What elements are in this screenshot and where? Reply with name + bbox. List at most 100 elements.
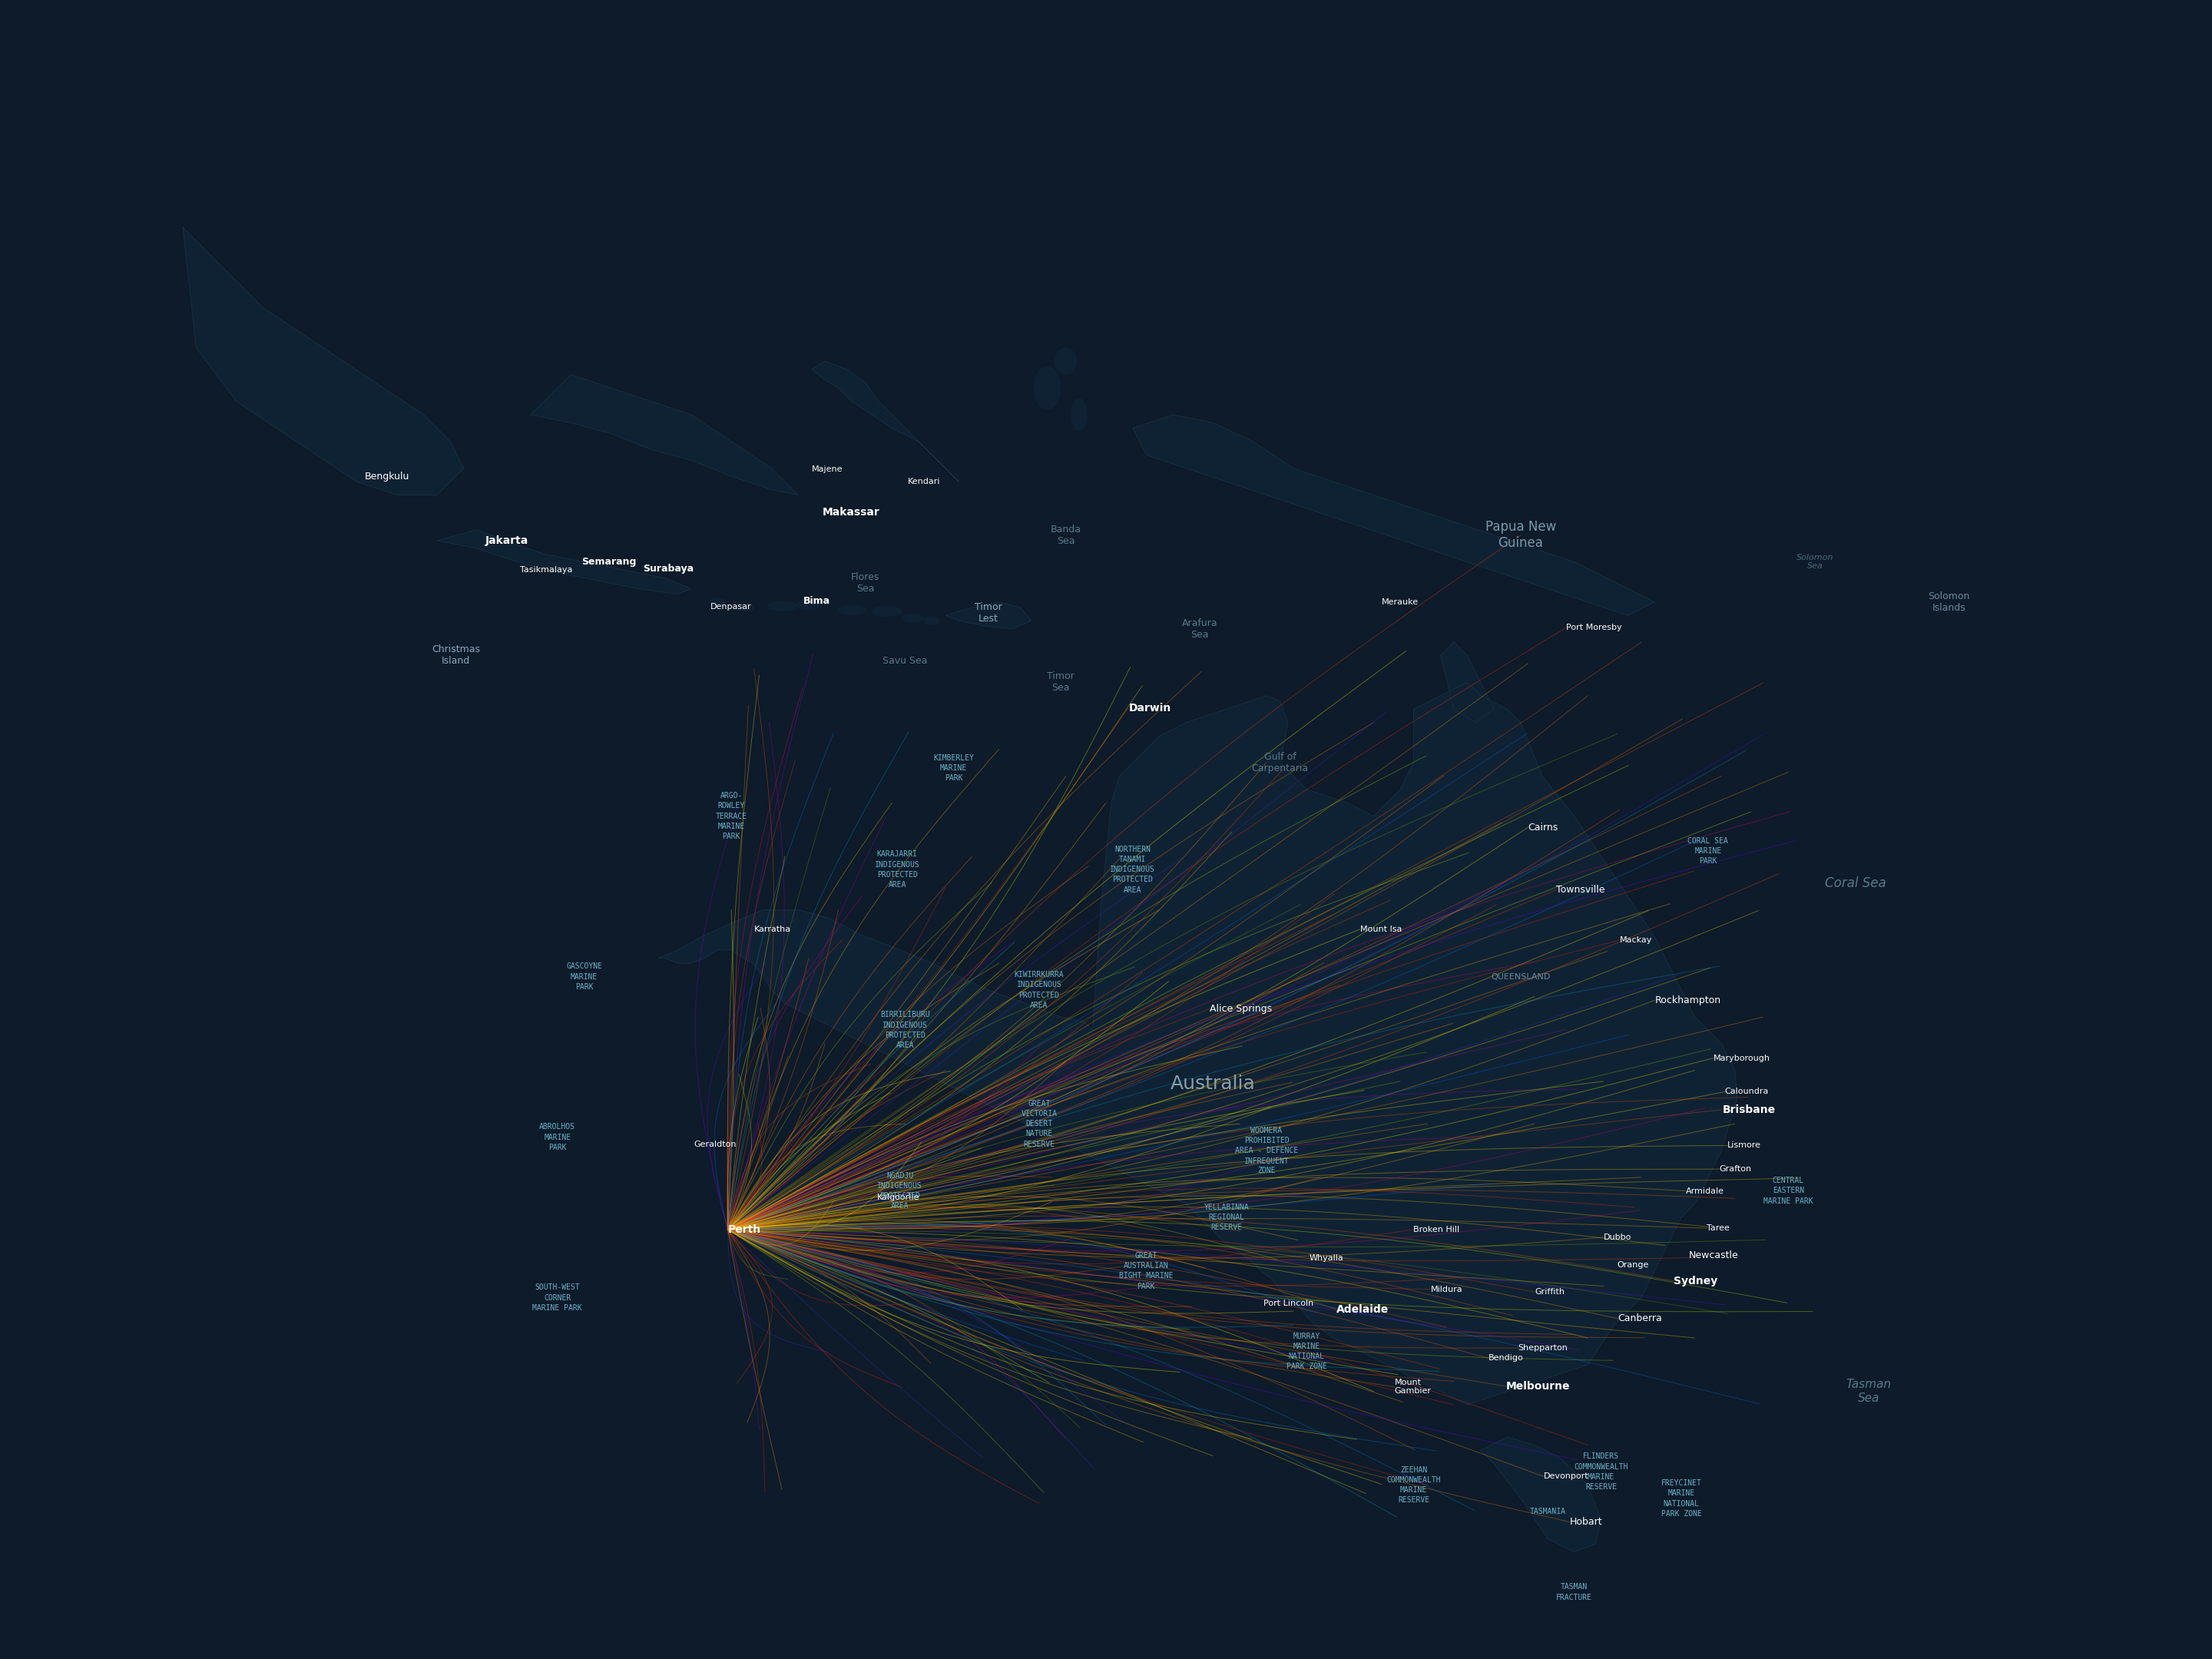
Text: Darwin: Darwin	[1128, 703, 1170, 713]
Text: Flores
Sea: Flores Sea	[852, 572, 880, 594]
Text: Karratha: Karratha	[754, 926, 792, 934]
Text: Lismore: Lismore	[1728, 1141, 1761, 1150]
Polygon shape	[768, 601, 796, 611]
Text: Newcastle: Newcastle	[1688, 1251, 1739, 1261]
Polygon shape	[872, 607, 900, 615]
Polygon shape	[734, 604, 754, 612]
Polygon shape	[438, 529, 690, 594]
Text: Caloundra: Caloundra	[1725, 1088, 1770, 1095]
Text: Shepparton: Shepparton	[1517, 1344, 1568, 1352]
Text: TASMANIA: TASMANIA	[1528, 1508, 1566, 1516]
Text: Surabaya: Surabaya	[644, 564, 695, 574]
Text: GREAT
AUSTRALIAN
BIGHT MARINE
PARK: GREAT AUSTRALIAN BIGHT MARINE PARK	[1119, 1253, 1172, 1291]
Text: KIWIRRKURRA
INDIGENOUS
PROTECTED
AREA: KIWIRRKURRA INDIGENOUS PROTECTED AREA	[1015, 971, 1064, 1009]
Text: ZEEHAN
COMMONWEALTH
MARINE
RESERVE: ZEEHAN COMMONWEALTH MARINE RESERVE	[1387, 1467, 1440, 1505]
Text: Perth: Perth	[728, 1224, 761, 1234]
Text: CENTRAL
EASTERN
MARINE PARK: CENTRAL EASTERN MARINE PARK	[1763, 1176, 1814, 1204]
Polygon shape	[812, 362, 958, 481]
Text: Australia: Australia	[1170, 1075, 1256, 1093]
Text: Taree: Taree	[1708, 1224, 1730, 1233]
Text: GASCOYNE
MARINE
PARK: GASCOYNE MARINE PARK	[566, 962, 602, 990]
Text: Melbourne: Melbourne	[1506, 1380, 1571, 1392]
Text: Alice Springs: Alice Springs	[1210, 1004, 1272, 1014]
Text: Armidale: Armidale	[1686, 1188, 1723, 1194]
Polygon shape	[1033, 367, 1060, 410]
Text: Mildura: Mildura	[1431, 1286, 1462, 1292]
Text: FREYCINET
MARINE
NATIONAL
PARK ZONE: FREYCINET MARINE NATIONAL PARK ZONE	[1661, 1480, 1701, 1518]
Text: Timor
Sea: Timor Sea	[1046, 672, 1075, 693]
Polygon shape	[184, 227, 465, 494]
Text: NORTHERN
TANAMI
INDIGENOUS
PROTECTED
AREA: NORTHERN TANAMI INDIGENOUS PROTECTED ARE…	[1110, 846, 1155, 894]
Polygon shape	[451, 647, 460, 659]
Text: SOUTH-WEST
CORNER
MARINE PARK: SOUTH-WEST CORNER MARINE PARK	[533, 1284, 582, 1312]
Text: Denpasar: Denpasar	[710, 602, 752, 611]
Text: Tasman
Sea: Tasman Sea	[1847, 1379, 1891, 1404]
Text: Grafton: Grafton	[1719, 1165, 1752, 1173]
Text: Banda
Sea: Banda Sea	[1051, 524, 1082, 546]
Polygon shape	[710, 597, 726, 606]
Text: Makassar: Makassar	[823, 506, 880, 518]
Text: Solomon
Islands: Solomon Islands	[1929, 591, 1969, 612]
Polygon shape	[659, 682, 1736, 1405]
Text: Savu Sea: Savu Sea	[883, 655, 927, 665]
Polygon shape	[945, 602, 1031, 629]
Text: Mackay: Mackay	[1619, 936, 1652, 944]
Polygon shape	[796, 601, 821, 609]
Polygon shape	[902, 614, 925, 622]
Text: Kalgoorlie: Kalgoorlie	[878, 1193, 920, 1201]
Text: Bengkulu: Bengkulu	[365, 471, 409, 481]
Text: Sydney: Sydney	[1674, 1276, 1717, 1286]
Text: Papua New
Guinea: Papua New Guinea	[1484, 521, 1557, 551]
Text: Timor
Lest: Timor Lest	[975, 602, 1002, 624]
Text: CORAL SEA
MARINE
PARK: CORAL SEA MARINE PARK	[1688, 836, 1728, 864]
Text: Gulf of
Carpentaria: Gulf of Carpentaria	[1252, 752, 1307, 773]
Text: WOOMERA
PROHIBITED
AREA - DEFENCE
INFREQUENT
ZONE: WOOMERA PROHIBITED AREA - DEFENCE INFREQ…	[1234, 1126, 1298, 1175]
Text: Semarang: Semarang	[582, 557, 637, 567]
Text: Majene: Majene	[812, 466, 843, 473]
Text: Rockhampton: Rockhampton	[1655, 995, 1721, 1005]
Text: Canberra: Canberra	[1617, 1314, 1661, 1324]
Text: Townsville: Townsville	[1555, 884, 1606, 894]
Text: Port Moresby: Port Moresby	[1566, 624, 1621, 632]
Text: BIRRILIBURU
INDIGENOUS
PROTECTED
AREA: BIRRILIBURU INDIGENOUS PROTECTED AREA	[880, 1010, 929, 1048]
Text: Coral Sea: Coral Sea	[1825, 876, 1887, 889]
Text: Dubbo: Dubbo	[1604, 1233, 1632, 1241]
Polygon shape	[531, 375, 799, 494]
Text: ABROLHOS
MARINE
PARK: ABROLHOS MARINE PARK	[540, 1123, 575, 1151]
Text: Kendari: Kendari	[907, 478, 940, 486]
Text: NGADJU
INDIGENOUS
PROTECTED
AREA: NGADJU INDIGENOUS PROTECTED AREA	[878, 1171, 922, 1209]
Text: ARGO-
ROWLEY
TERRACE
MARINE
PARK: ARGO- ROWLEY TERRACE MARINE PARK	[717, 791, 748, 839]
Text: Whyalla: Whyalla	[1310, 1254, 1343, 1262]
Text: Griffith: Griffith	[1535, 1289, 1566, 1296]
Text: Jakarta: Jakarta	[484, 536, 529, 546]
Text: Bima: Bima	[803, 596, 832, 606]
Text: TASMAN
FRACTURE: TASMAN FRACTURE	[1557, 1583, 1593, 1601]
Text: YELLABINNA
REGIONAL
RESERVE: YELLABINNA REGIONAL RESERVE	[1203, 1203, 1250, 1231]
Text: Adelaide: Adelaide	[1336, 1304, 1389, 1314]
Text: FLINDERS
COMMONWEALTH
MARINE
RESERVE: FLINDERS COMMONWEALTH MARINE RESERVE	[1575, 1453, 1628, 1491]
Text: MURRAY
MARINE
NATIONAL
PARK ZONE: MURRAY MARINE NATIONAL PARK ZONE	[1287, 1332, 1327, 1370]
Polygon shape	[1440, 642, 1493, 722]
Polygon shape	[925, 617, 940, 625]
Text: Tasikmalaya: Tasikmalaya	[520, 566, 573, 574]
Text: Christmas
Island: Christmas Island	[431, 645, 480, 665]
Text: Hobart: Hobart	[1571, 1516, 1601, 1526]
Text: Bendigo: Bendigo	[1489, 1354, 1524, 1362]
Text: Brisbane: Brisbane	[1723, 1105, 1776, 1115]
Polygon shape	[1055, 348, 1077, 375]
Text: Cairns: Cairns	[1528, 823, 1557, 833]
Text: QUEENSLAND: QUEENSLAND	[1491, 972, 1551, 980]
Polygon shape	[1133, 415, 1655, 615]
Polygon shape	[1071, 398, 1088, 431]
Text: KIMBERLEY
MARINE
PARK: KIMBERLEY MARINE PARK	[933, 753, 973, 781]
Text: Orange: Orange	[1617, 1261, 1648, 1269]
Text: Broken Hill: Broken Hill	[1413, 1226, 1460, 1233]
Text: Mount Isa: Mount Isa	[1360, 926, 1402, 932]
Text: Mount
Gambier: Mount Gambier	[1394, 1379, 1431, 1395]
Polygon shape	[1480, 1437, 1601, 1551]
Text: Geraldton: Geraldton	[695, 1141, 737, 1148]
Text: KARAJARRI
INDIGENOUS
PROTECTED
AREA: KARAJARRI INDIGENOUS PROTECTED AREA	[874, 851, 920, 889]
Text: Merauke: Merauke	[1382, 599, 1418, 606]
Text: Port Lincoln: Port Lincoln	[1263, 1299, 1314, 1307]
Text: Devonport: Devonport	[1544, 1473, 1588, 1480]
